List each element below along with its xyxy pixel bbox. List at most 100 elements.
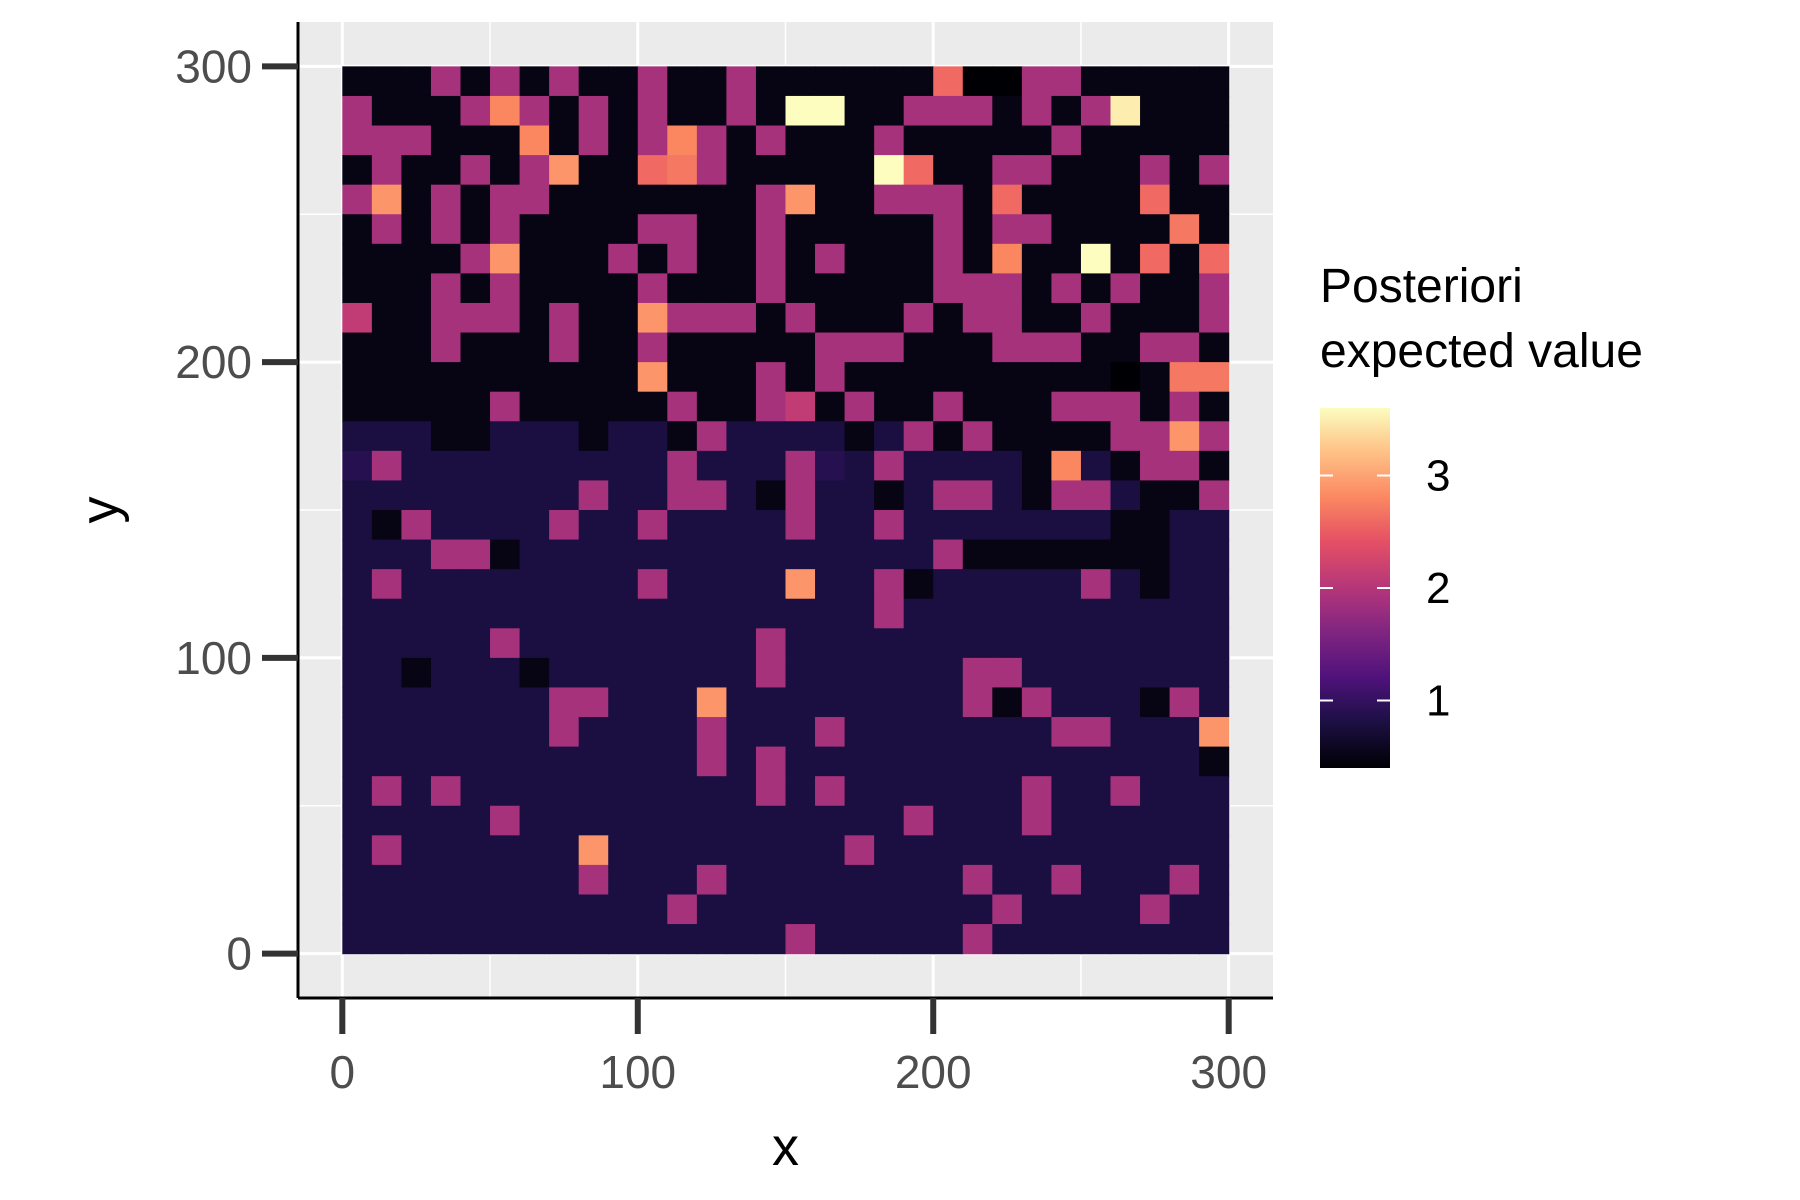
heatmap-cell [1169,243,1200,274]
heatmap-cell [933,125,964,156]
heatmap-cell [1199,569,1230,600]
heatmap-cell [637,569,668,600]
heatmap-cell [371,510,403,541]
heatmap-cell [1051,924,1082,955]
heatmap-cell [608,598,639,629]
heatmap-cell [1110,302,1141,334]
heatmap-cell [490,805,521,836]
heatmap-cell [992,302,1023,334]
heatmap-cell [578,539,609,570]
heatmap-cell [578,362,609,393]
heatmap-cell [430,302,462,334]
heatmap-cell [726,184,757,215]
heatmap-cell [460,214,491,245]
heatmap-cell [844,864,875,896]
heatmap-cell [1021,125,1053,156]
heatmap-cell [608,184,639,215]
heatmap-cell [844,598,875,629]
heatmap-cell [1051,628,1082,659]
heatmap-cell [490,835,521,866]
heatmap-cell [903,332,934,363]
heatmap-cell [1169,924,1200,955]
heatmap-cell [1051,273,1082,304]
heatmap-cell [726,628,757,659]
heatmap-cell [1021,421,1053,452]
heatmap-cell [371,894,403,925]
heatmap-cell [785,362,816,393]
x-axis-title: x [772,1117,799,1177]
heatmap-cell [430,924,462,955]
heatmap-cell [549,214,580,245]
heatmap-cell [962,539,993,570]
heatmap-cell [460,125,491,156]
heatmap-cell [401,569,432,600]
heatmap-cell [371,539,403,570]
heatmap-cell [371,421,403,452]
heatmap-cell [844,243,875,274]
heatmap-cell [933,924,964,955]
heatmap-cell [874,539,905,570]
heatmap-cell [726,657,757,689]
heatmap-cell [490,155,521,186]
heatmap-cell [1199,894,1230,925]
heatmap-cell [962,510,993,541]
heatmap-cell [844,746,875,777]
heatmap-cell [992,450,1023,482]
heatmap-cell [637,480,668,511]
heatmap-cell [490,687,521,718]
heatmap-cell [578,510,609,541]
heatmap-cell [519,450,550,482]
heatmap-cell [815,924,846,955]
heatmap-cell [1051,598,1082,629]
heatmap-cell [903,835,934,866]
heatmap-cell [460,924,491,955]
heatmap-cell [1080,480,1112,511]
heatmap-cell [844,480,875,511]
heatmap-cell [962,657,993,689]
heatmap-cell [519,184,550,215]
heatmap-cell [578,214,609,245]
heatmap-cell [933,687,964,718]
heatmap-cell [490,894,521,925]
heatmap-cell [460,628,491,659]
heatmap-cell [1051,805,1082,836]
heatmap-cell [933,894,964,925]
heatmap-cell [637,391,668,422]
heatmap-cell [726,569,757,600]
heatmap-cell [755,214,787,245]
heatmap-cell [460,332,491,363]
heatmap-cell [1080,864,1112,896]
heatmap-cell [696,95,728,127]
heatmap-cell [1021,66,1053,97]
heatmap-cell [1080,214,1112,245]
heatmap-cell [667,273,698,304]
heatmap-cell [578,273,609,304]
x-tick-label: 0 [330,1046,356,1098]
heatmap-cell [1199,480,1230,511]
heatmap-cell [1051,302,1082,334]
heatmap-cell [992,391,1023,422]
heatmap-cell [815,510,846,541]
heatmap-cell [696,687,728,718]
heatmap-cell [755,421,787,452]
heatmap-cell [844,717,875,748]
heatmap-cell [844,657,875,689]
heatmap-cell [755,864,787,896]
heatmap-cell [755,155,787,186]
heatmap-cell [992,569,1023,600]
heatmap-cell [1110,125,1141,156]
heatmap-cell [1021,687,1053,718]
heatmap-cell [815,66,846,97]
heatmap-cell [815,598,846,629]
heatmap-cell [490,125,521,156]
heatmap-cell [962,184,993,215]
heatmap-cell [992,510,1023,541]
heatmap-cell [755,598,787,629]
heatmap-cell [755,539,787,570]
heatmap-cell [490,924,521,955]
heatmap-cell [371,332,403,363]
heatmap-cell [755,628,787,659]
heatmap-cell [1169,687,1200,718]
legend-ticks: 1 2 3 [1320,452,1450,726]
